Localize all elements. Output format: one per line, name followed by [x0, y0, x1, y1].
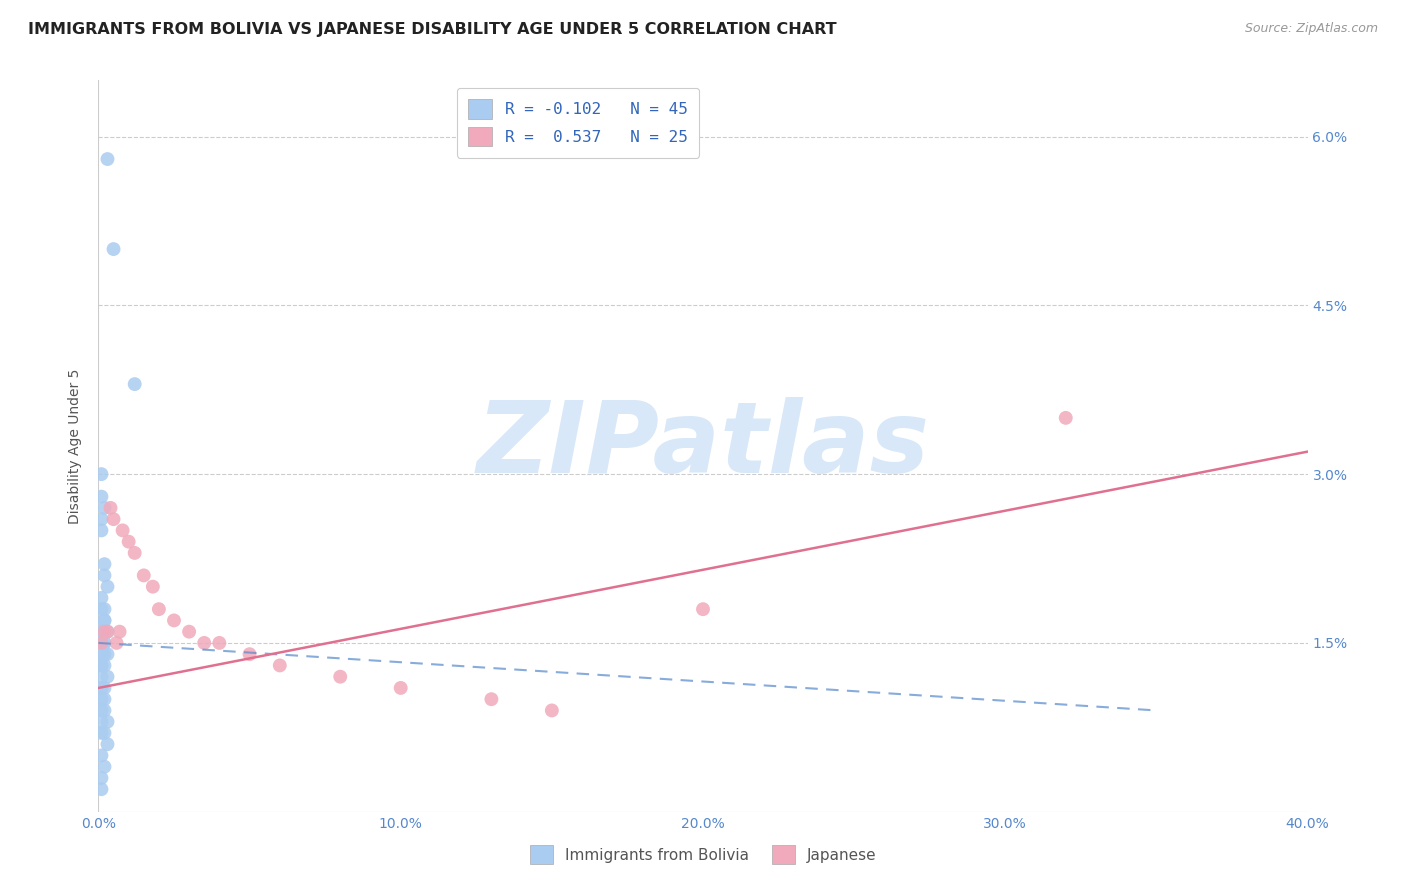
Point	[90, 771, 112, 785]
Point	[124, 377, 146, 392]
Point	[142, 580, 165, 594]
Point	[90, 748, 112, 763]
Point	[90, 647, 112, 661]
Point	[90, 591, 112, 605]
Point	[90, 692, 112, 706]
Point	[163, 614, 186, 628]
Point	[90, 658, 112, 673]
Point	[90, 636, 112, 650]
Point	[93, 614, 115, 628]
Point	[96, 580, 118, 594]
Point	[148, 602, 170, 616]
Point	[93, 681, 115, 695]
Point	[93, 703, 115, 717]
Point	[93, 614, 115, 628]
Point	[193, 636, 215, 650]
Point	[90, 782, 112, 797]
Point	[93, 557, 115, 571]
Point	[90, 658, 112, 673]
Point	[90, 670, 112, 684]
Point	[1054, 410, 1077, 425]
Point	[93, 636, 115, 650]
Point	[96, 624, 118, 639]
Point	[96, 624, 118, 639]
Text: IMMIGRANTS FROM BOLIVIA VS JAPANESE DISABILITY AGE UNDER 5 CORRELATION CHART: IMMIGRANTS FROM BOLIVIA VS JAPANESE DISA…	[28, 22, 837, 37]
Point	[269, 658, 291, 673]
Point	[93, 568, 115, 582]
Point	[132, 568, 155, 582]
Point	[96, 714, 118, 729]
Point	[90, 681, 112, 695]
Point	[90, 726, 112, 740]
Point	[692, 602, 714, 616]
Point	[208, 636, 231, 650]
Point	[389, 681, 412, 695]
Point	[540, 703, 562, 717]
Point	[90, 624, 112, 639]
Text: Source: ZipAtlas.com: Source: ZipAtlas.com	[1244, 22, 1378, 36]
Point	[179, 624, 201, 639]
Point	[90, 714, 112, 729]
Point	[90, 703, 112, 717]
Y-axis label: Disability Age Under 5: Disability Age Under 5	[69, 368, 83, 524]
Point	[90, 490, 112, 504]
Point	[90, 512, 112, 526]
Point	[118, 534, 141, 549]
Point	[239, 647, 262, 661]
Point	[93, 647, 115, 661]
Point	[96, 737, 118, 751]
Point	[93, 636, 115, 650]
Point	[103, 512, 125, 526]
Point	[93, 624, 115, 639]
Point	[90, 602, 112, 616]
Text: ZIPatlas: ZIPatlas	[477, 398, 929, 494]
Point	[90, 636, 112, 650]
Point	[93, 726, 115, 740]
Point	[103, 242, 125, 256]
Point	[111, 524, 134, 538]
Point	[90, 467, 112, 482]
Point	[108, 624, 131, 639]
Point	[481, 692, 503, 706]
Point	[105, 636, 128, 650]
Point	[329, 670, 352, 684]
Point	[96, 670, 118, 684]
Point	[93, 658, 115, 673]
Point	[96, 647, 118, 661]
Point	[93, 500, 115, 515]
Legend: Immigrants from Bolivia, Japanese: Immigrants from Bolivia, Japanese	[523, 839, 883, 870]
Point	[100, 500, 122, 515]
Point	[90, 624, 112, 639]
Point	[93, 692, 115, 706]
Point	[96, 152, 118, 166]
Point	[90, 524, 112, 538]
Point	[93, 602, 115, 616]
Point	[124, 546, 146, 560]
Point	[93, 760, 115, 774]
